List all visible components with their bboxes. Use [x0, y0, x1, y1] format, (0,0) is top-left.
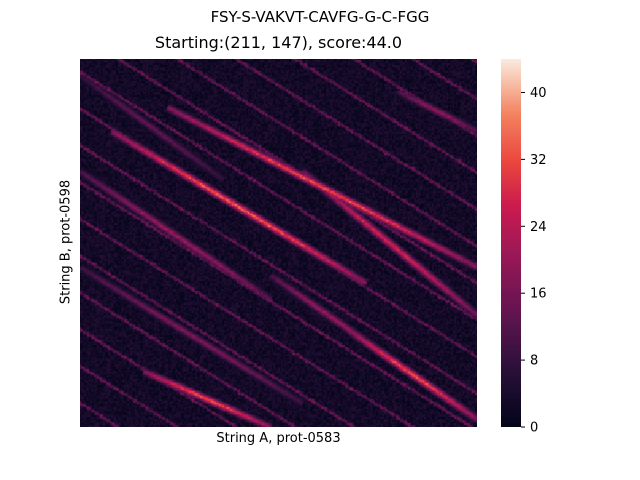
colorbar-tick-label: 0 — [530, 421, 538, 436]
colorbar-canvas — [501, 59, 521, 427]
colorbar-tick-label: 32 — [530, 153, 547, 168]
x-axis-label: String A, prot-0583 — [216, 431, 341, 446]
chart-suptitle: FSY-S-VAKVT-CAVFG-G-C-FGG — [210, 8, 430, 26]
chart-subtitle: Starting:(211, 147), score:44.0 — [154, 33, 403, 52]
colorbar-tick-label: 24 — [530, 220, 547, 235]
colorbar-axis: 0 8 16 24 32 40 — [521, 86, 547, 436]
colorbar-tick-label: 16 — [530, 287, 547, 302]
colorbar-tick-label: 8 — [530, 354, 538, 369]
colorbar-tick-label: 40 — [530, 86, 547, 101]
heatmap-canvas — [80, 59, 477, 427]
y-axis-label: String B, prot-0598 — [58, 179, 74, 305]
